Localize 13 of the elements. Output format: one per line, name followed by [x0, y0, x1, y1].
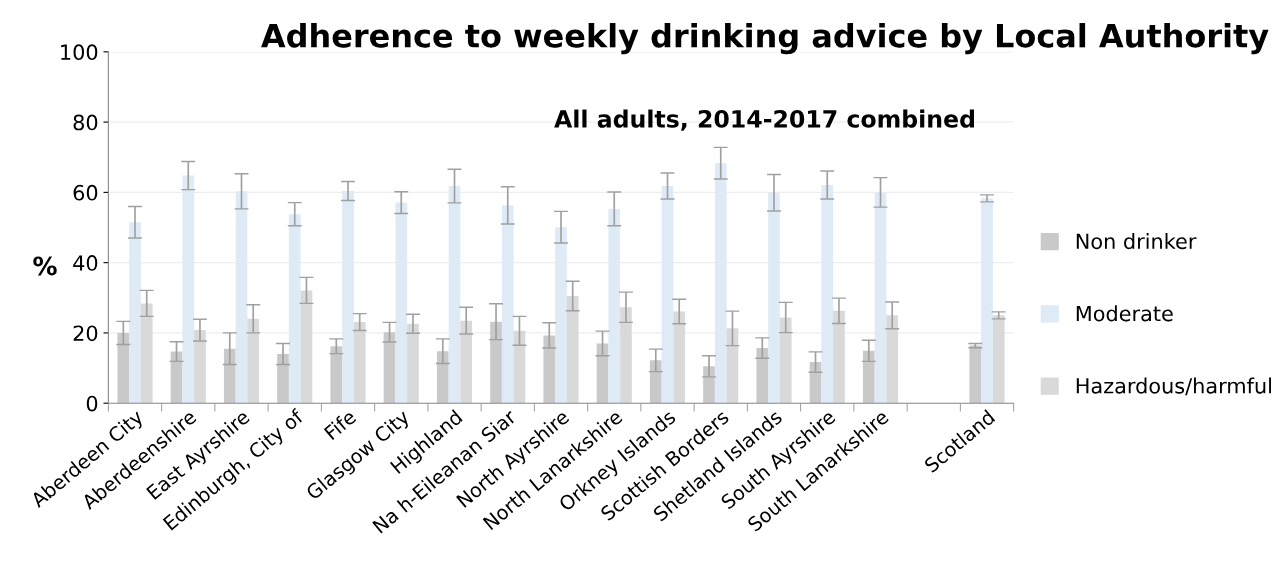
y-tick-label: 40	[73, 255, 98, 271]
y-tick-label: 60	[73, 184, 98, 201]
legend-label: Hazardous/harmful	[1076, 377, 1271, 396]
legend-label: Moderate	[1076, 305, 1173, 322]
y-tick-label: 20	[73, 325, 98, 342]
text: All adults, 2014-2017 combined	[554, 109, 974, 131]
y-tick-label: 100	[61, 44, 98, 61]
legend-label: Non drinker	[1076, 233, 1197, 250]
chart-title: Adherence to weekly drinking advice by Local Authority	[261, 23, 1269, 55]
y-tick-label: 80	[73, 114, 98, 131]
y-tick-label: 0	[86, 395, 98, 412]
x-tick-label: Fife	[323, 408, 357, 441]
y-axis-title: %	[33, 256, 57, 276]
